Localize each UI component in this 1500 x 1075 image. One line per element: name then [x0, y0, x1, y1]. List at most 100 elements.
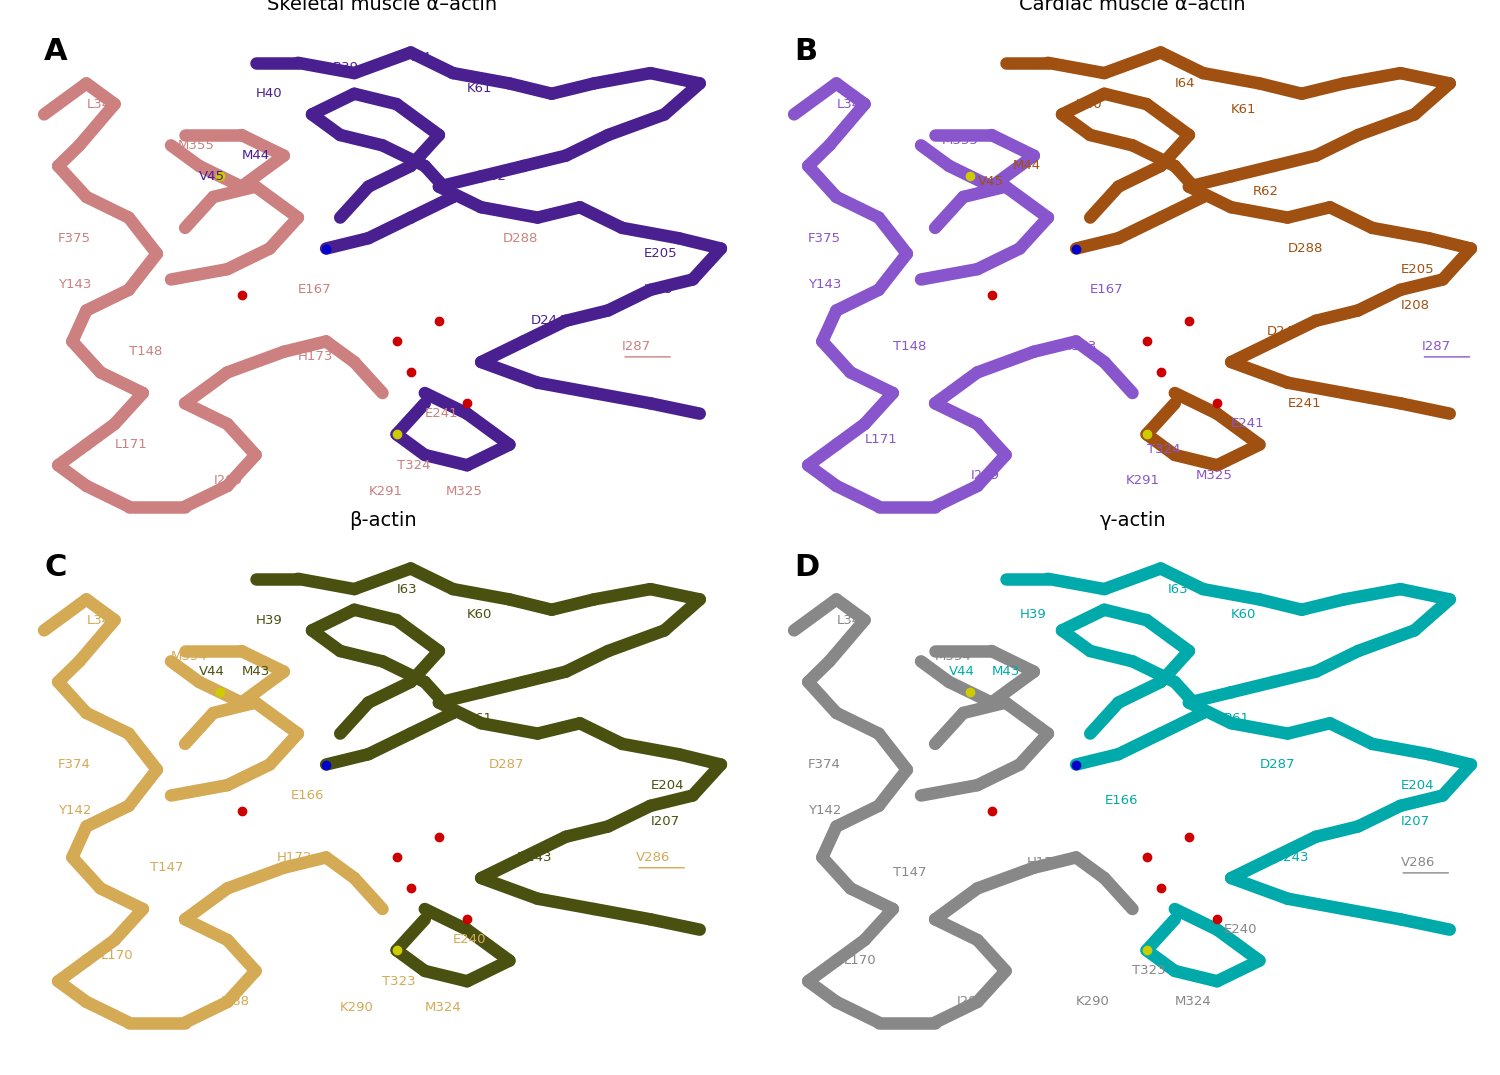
Text: L170: L170 [843, 955, 876, 968]
Text: H172: H172 [276, 851, 312, 864]
Text: E241: E241 [1287, 397, 1322, 410]
Title: γ-actin: γ-actin [1100, 512, 1166, 530]
Text: I287: I287 [622, 340, 651, 353]
Text: E241: E241 [424, 407, 459, 420]
Text: H40: H40 [255, 87, 282, 100]
Text: H173: H173 [1062, 340, 1098, 353]
Text: E240: E240 [1224, 923, 1257, 936]
Text: T323: T323 [1132, 964, 1166, 977]
Text: D288: D288 [1287, 242, 1323, 255]
Text: H40: H40 [1076, 98, 1102, 111]
Text: E205: E205 [644, 247, 676, 260]
Text: I288: I288 [957, 995, 986, 1008]
Text: E204: E204 [1401, 778, 1434, 791]
Text: K290: K290 [340, 1001, 374, 1014]
Text: D: D [794, 553, 819, 582]
Text: R62: R62 [482, 170, 507, 183]
Text: E204: E204 [651, 778, 684, 791]
Text: K61: K61 [1232, 103, 1257, 116]
Text: Y143: Y143 [808, 278, 842, 291]
Title: Skeletal muscle α–actin: Skeletal muscle α–actin [267, 0, 498, 14]
Text: K61: K61 [466, 82, 492, 95]
Text: Y142: Y142 [58, 804, 92, 817]
Text: M324: M324 [1174, 995, 1212, 1008]
Text: M44: M44 [1013, 159, 1041, 172]
Text: I289: I289 [970, 469, 999, 482]
Text: L171: L171 [864, 433, 897, 446]
Text: A: A [44, 37, 68, 66]
Text: T324: T324 [1146, 443, 1180, 456]
Text: V44: V44 [200, 665, 225, 678]
Text: I288: I288 [220, 995, 249, 1008]
Text: R61: R61 [466, 712, 494, 725]
Text: V44: V44 [950, 665, 975, 678]
Text: F374: F374 [58, 758, 92, 771]
Text: D244: D244 [531, 314, 566, 327]
Text: T324: T324 [396, 459, 430, 472]
Text: L348: L348 [837, 614, 868, 627]
Text: D287: D287 [1260, 758, 1294, 771]
Text: I289: I289 [213, 474, 243, 487]
Text: T147: T147 [150, 861, 183, 874]
Text: V45: V45 [200, 170, 225, 183]
Text: B: B [794, 37, 818, 66]
Text: C: C [44, 553, 66, 582]
Text: K60: K60 [1232, 608, 1257, 621]
Text: K291: K291 [1125, 474, 1160, 487]
Text: M325: M325 [1196, 469, 1233, 482]
Text: D244: D244 [1266, 325, 1302, 338]
Text: M354: M354 [171, 649, 207, 662]
Text: K290: K290 [1076, 995, 1110, 1008]
Text: M325: M325 [446, 485, 483, 498]
Text: I64: I64 [411, 52, 430, 64]
Text: K60: K60 [466, 608, 492, 621]
Text: T148: T148 [129, 345, 162, 358]
Text: I207: I207 [1401, 815, 1429, 828]
Text: M324: M324 [424, 1001, 462, 1014]
Text: E205: E205 [1401, 262, 1434, 275]
Text: V286: V286 [636, 851, 670, 864]
Text: H173: H173 [298, 350, 333, 363]
Text: I208: I208 [644, 284, 672, 297]
Text: E166: E166 [291, 789, 324, 802]
Text: D243: D243 [1274, 851, 1310, 864]
Text: I207: I207 [651, 815, 680, 828]
Text: R62: R62 [1252, 185, 1278, 198]
Text: H39: H39 [1020, 608, 1047, 621]
Text: Y143: Y143 [58, 278, 92, 291]
Text: E167: E167 [298, 284, 332, 297]
Text: M43: M43 [242, 665, 270, 678]
Text: I63: I63 [1167, 583, 1188, 596]
Text: Y142: Y142 [808, 804, 842, 817]
Text: M355: M355 [942, 133, 980, 146]
Title: β-actin: β-actin [348, 512, 417, 530]
Text: M44: M44 [242, 149, 270, 162]
Text: V45: V45 [978, 175, 1004, 188]
Text: R61: R61 [1224, 712, 1250, 725]
Text: T148: T148 [892, 340, 926, 353]
Text: E241: E241 [1232, 417, 1264, 430]
Text: E167: E167 [1090, 284, 1124, 297]
Text: F375: F375 [808, 232, 842, 245]
Text: H39: H39 [255, 614, 282, 627]
Text: R39: R39 [333, 61, 358, 74]
Text: K291: K291 [369, 485, 402, 498]
Text: L349: L349 [837, 98, 868, 111]
Text: D287: D287 [489, 758, 524, 771]
Text: D288: D288 [503, 232, 537, 245]
Text: M354: M354 [934, 649, 972, 662]
Text: F374: F374 [808, 758, 842, 771]
Text: I63: I63 [396, 583, 417, 596]
Text: D243: D243 [516, 851, 552, 864]
Text: I208: I208 [1401, 299, 1429, 312]
Text: E240: E240 [453, 933, 486, 946]
Text: L170: L170 [100, 949, 134, 962]
Text: I64: I64 [1174, 77, 1196, 90]
Text: E166: E166 [1104, 794, 1138, 807]
Text: H172: H172 [1026, 856, 1062, 869]
Text: L348: L348 [87, 614, 118, 627]
Text: M355: M355 [178, 139, 214, 152]
Text: L171: L171 [114, 439, 147, 452]
Text: L349: L349 [87, 98, 118, 111]
Text: M43: M43 [992, 665, 1020, 678]
